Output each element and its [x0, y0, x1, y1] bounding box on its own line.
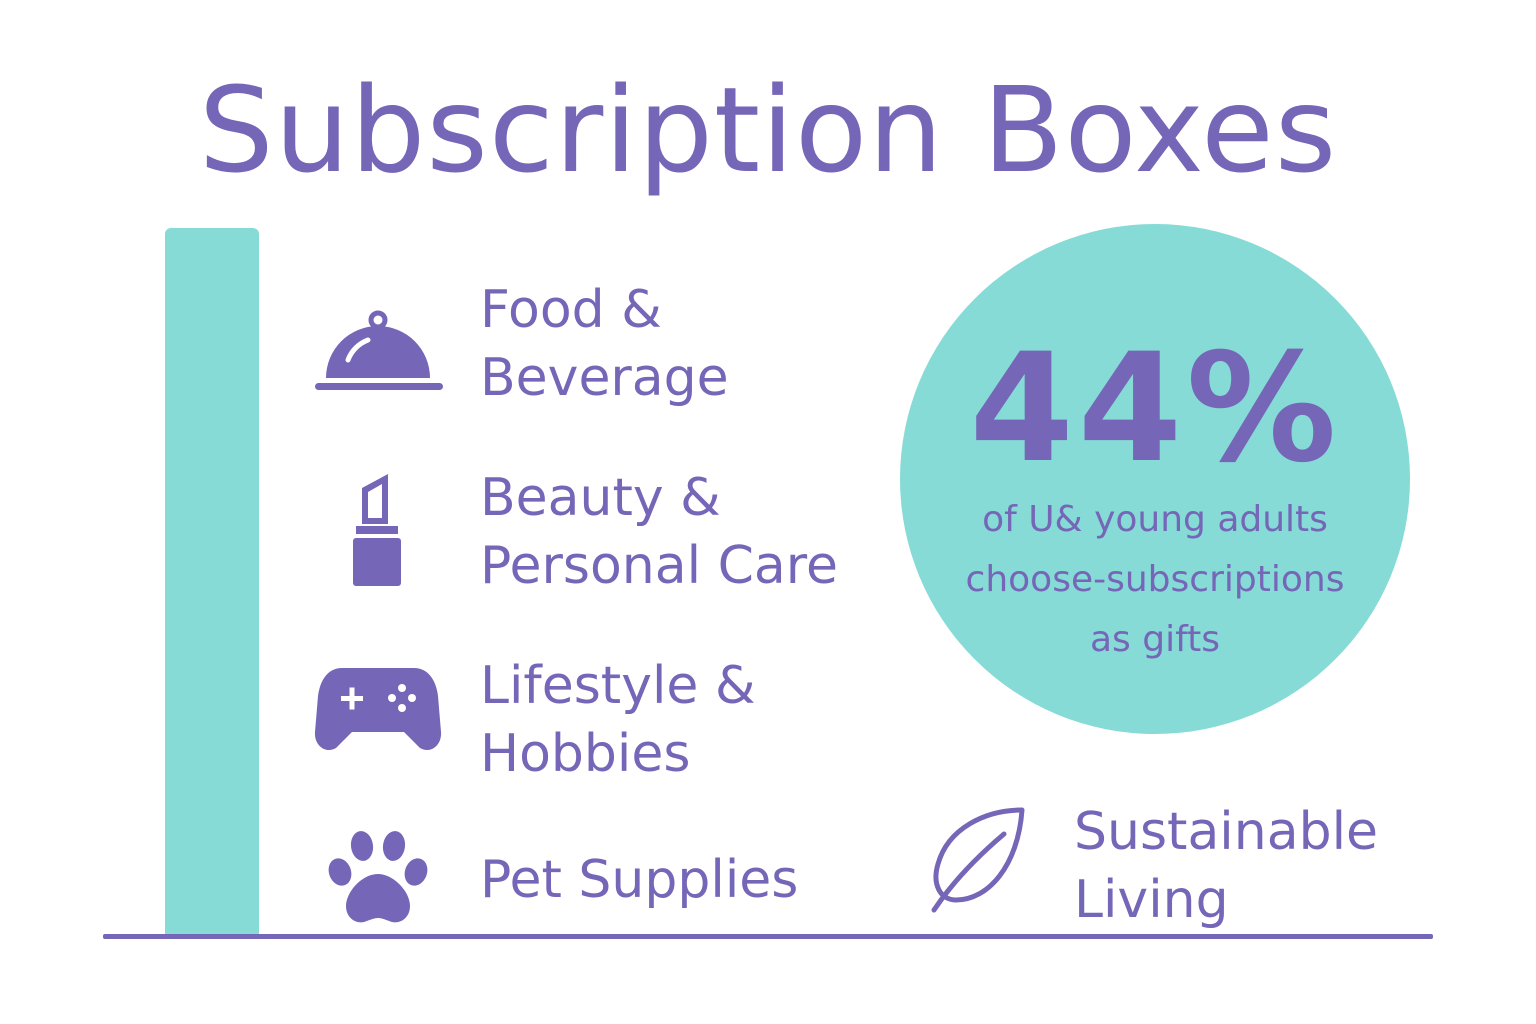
stat-value: 44% [969, 322, 1341, 496]
stat-circle: 44% of U& young adults choose-subscripti… [900, 224, 1410, 734]
cloche-icon [315, 310, 443, 390]
baseline-divider [103, 934, 1433, 939]
page-title: Subscription Boxes [198, 61, 1338, 199]
lipstick-icon [353, 474, 401, 586]
paw-icon [328, 831, 428, 923]
stat-caption: of U& young adults choose-subscriptions … [965, 499, 1345, 660]
category-label: Food & Beverage [480, 280, 729, 408]
leaf-icon [931, 807, 1025, 913]
accent-bar [165, 228, 259, 936]
category-label: Beauty & Personal Care [480, 468, 838, 596]
game-controller-icon [314, 668, 442, 751]
category-label: Pet Supplies [480, 850, 799, 910]
category-label: Sustainable Living [1074, 802, 1379, 930]
category-label: Lifestyle & Hobbies [480, 656, 756, 784]
